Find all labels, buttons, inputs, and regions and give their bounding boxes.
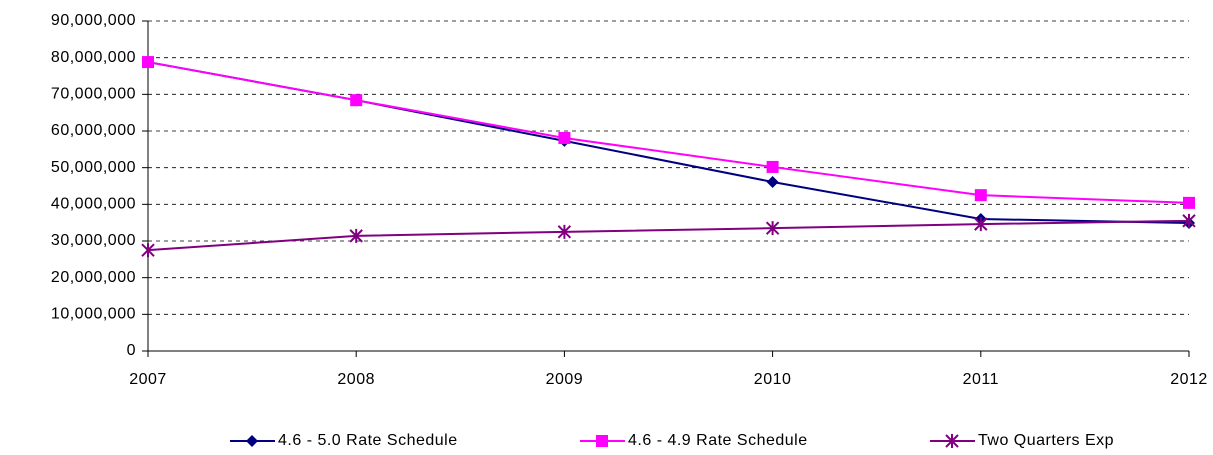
- legend-label: Two Quarters Exp: [978, 432, 1114, 449]
- point: [765, 221, 780, 236]
- y-tick-label: 70,000,000: [51, 86, 136, 103]
- point: [557, 224, 572, 239]
- point: [1183, 196, 1195, 209]
- x-tick-label: 2009: [546, 371, 584, 388]
- x-tick-label: 2007: [129, 371, 167, 388]
- series-line: [147, 219, 1190, 252]
- series-line: [147, 61, 1190, 204]
- x-tick-label: 2011: [963, 371, 999, 388]
- point: [558, 131, 571, 144]
- y-tick-label: 60,000,000: [51, 122, 136, 139]
- x-tick-label: 2012: [1170, 371, 1208, 388]
- point: [1182, 213, 1196, 228]
- point: [766, 160, 779, 173]
- point: [142, 56, 154, 69]
- point: [349, 228, 363, 243]
- legend-marker: [945, 434, 959, 448]
- x-tick-label: 2010: [754, 371, 792, 388]
- y-tick-label: 90,000,000: [51, 12, 136, 29]
- legend-marker: [246, 435, 258, 447]
- y-tick-label: 30,000,000: [51, 232, 136, 249]
- point: [974, 189, 987, 202]
- y-tick-label: 0: [127, 342, 136, 359]
- y-tick-label: 10,000,000: [51, 306, 136, 323]
- y-tick-label: 50,000,000: [51, 159, 136, 176]
- point: [766, 175, 779, 188]
- y-tick-label: 20,000,000: [51, 269, 136, 286]
- legend-marker: [596, 435, 608, 447]
- point: [974, 217, 988, 232]
- x-tick-label: 2008: [337, 371, 375, 388]
- point: [141, 243, 155, 258]
- y-tick-label: 80,000,000: [51, 49, 136, 66]
- legend-label: 4.6 - 5.0 Rate Schedule: [278, 432, 458, 449]
- point: [350, 94, 363, 107]
- series-line: [147, 61, 1190, 225]
- y-tick-label: 40,000,000: [51, 196, 136, 213]
- legend-label: 4.6 - 4.9 Rate Schedule: [628, 432, 808, 449]
